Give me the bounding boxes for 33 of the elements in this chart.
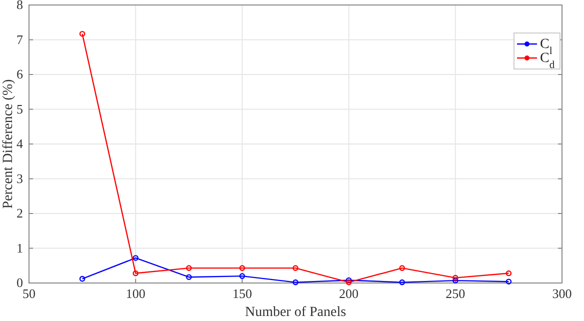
point [506,270,512,276]
point [292,279,298,286]
point [186,265,192,271]
point [239,265,246,271]
y-tick-label: 8 [16,0,23,12]
x-tick-label: 200 [339,286,359,301]
x-tick-label: 100 [126,286,146,301]
y-tick-label: 5 [16,101,23,116]
point [132,255,138,261]
y-tick-label: 6 [16,66,24,82]
y-tick-label: 1 [16,240,23,256]
point [79,276,86,282]
x-tick-label: 50 [22,286,36,301]
point [399,279,405,286]
point [399,265,405,271]
point [239,273,246,279]
point [292,265,298,271]
point [452,278,458,284]
point [452,274,458,281]
y-axis-title: Percent Difference (%) [1,78,16,209]
point [132,270,138,276]
point [186,274,192,280]
point [506,278,512,285]
point [79,30,86,37]
y-tick-label: 7 [16,32,24,47]
y-tick-label: 0 [16,275,23,290]
x-tick-label: 300 [552,286,572,301]
x-tick-label: 150 [232,286,252,301]
y-tick-label: 4 [16,136,24,151]
y-tick-label: 3 [16,170,23,186]
x-tick-label: 250 [446,286,466,301]
y-tick-label: 2 [16,206,23,220]
x-axis-title: Number of Panels [244,305,346,320]
